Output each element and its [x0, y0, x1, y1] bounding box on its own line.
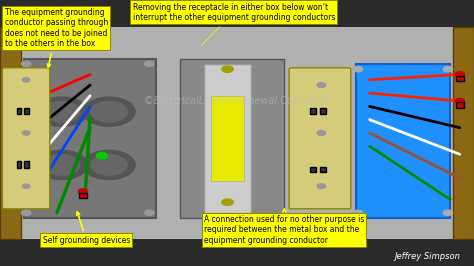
Text: The equipment grounding
conductor passing through
does not need to be joined
to : The equipment grounding conductor passin… — [5, 8, 108, 67]
Circle shape — [91, 155, 127, 175]
Text: Jeffrey Simpson: Jeffrey Simpson — [394, 252, 460, 261]
FancyBboxPatch shape — [24, 161, 29, 168]
FancyBboxPatch shape — [180, 59, 284, 218]
FancyBboxPatch shape — [356, 64, 450, 218]
FancyBboxPatch shape — [24, 108, 29, 114]
Circle shape — [22, 78, 30, 82]
Circle shape — [443, 66, 453, 72]
FancyBboxPatch shape — [211, 96, 244, 181]
Circle shape — [22, 184, 30, 188]
Circle shape — [443, 210, 453, 215]
FancyBboxPatch shape — [310, 108, 316, 114]
Circle shape — [96, 152, 108, 159]
FancyBboxPatch shape — [24, 59, 156, 218]
Circle shape — [83, 97, 135, 126]
FancyBboxPatch shape — [204, 64, 251, 213]
Text: A connection used for no other purpose is
required between the metal box and the: A connection used for no other purpose i… — [204, 209, 364, 245]
Circle shape — [145, 210, 154, 215]
Circle shape — [353, 66, 363, 72]
Text: Self grounding devices: Self grounding devices — [43, 212, 130, 245]
FancyBboxPatch shape — [79, 193, 87, 198]
FancyBboxPatch shape — [0, 27, 21, 239]
Circle shape — [455, 98, 465, 104]
Circle shape — [36, 97, 88, 126]
Circle shape — [44, 101, 80, 122]
Text: ©ElectricalLicenseRenewal.Com 2020: ©ElectricalLicenseRenewal.Com 2020 — [144, 96, 330, 106]
Circle shape — [222, 66, 233, 72]
Circle shape — [44, 155, 80, 175]
FancyBboxPatch shape — [17, 108, 21, 114]
Text: Removing the receptacle in either box below won’t
interrupt the other equipment : Removing the receptacle in either box be… — [133, 3, 335, 46]
Circle shape — [353, 210, 363, 215]
FancyBboxPatch shape — [17, 161, 21, 168]
Circle shape — [317, 184, 326, 189]
Circle shape — [21, 210, 31, 215]
FancyBboxPatch shape — [456, 76, 464, 81]
FancyBboxPatch shape — [320, 108, 326, 114]
Circle shape — [21, 61, 31, 66]
Circle shape — [83, 150, 135, 180]
FancyBboxPatch shape — [2, 68, 50, 209]
FancyBboxPatch shape — [289, 68, 351, 209]
FancyBboxPatch shape — [320, 167, 326, 172]
Circle shape — [22, 131, 30, 135]
Circle shape — [222, 199, 233, 205]
Circle shape — [36, 150, 88, 180]
Circle shape — [78, 189, 88, 194]
FancyBboxPatch shape — [19, 27, 455, 239]
FancyBboxPatch shape — [456, 102, 464, 108]
Circle shape — [91, 101, 127, 122]
Circle shape — [317, 131, 326, 135]
Circle shape — [145, 61, 154, 66]
FancyBboxPatch shape — [453, 27, 474, 239]
Circle shape — [317, 83, 326, 88]
Circle shape — [455, 72, 465, 77]
FancyBboxPatch shape — [310, 167, 316, 172]
